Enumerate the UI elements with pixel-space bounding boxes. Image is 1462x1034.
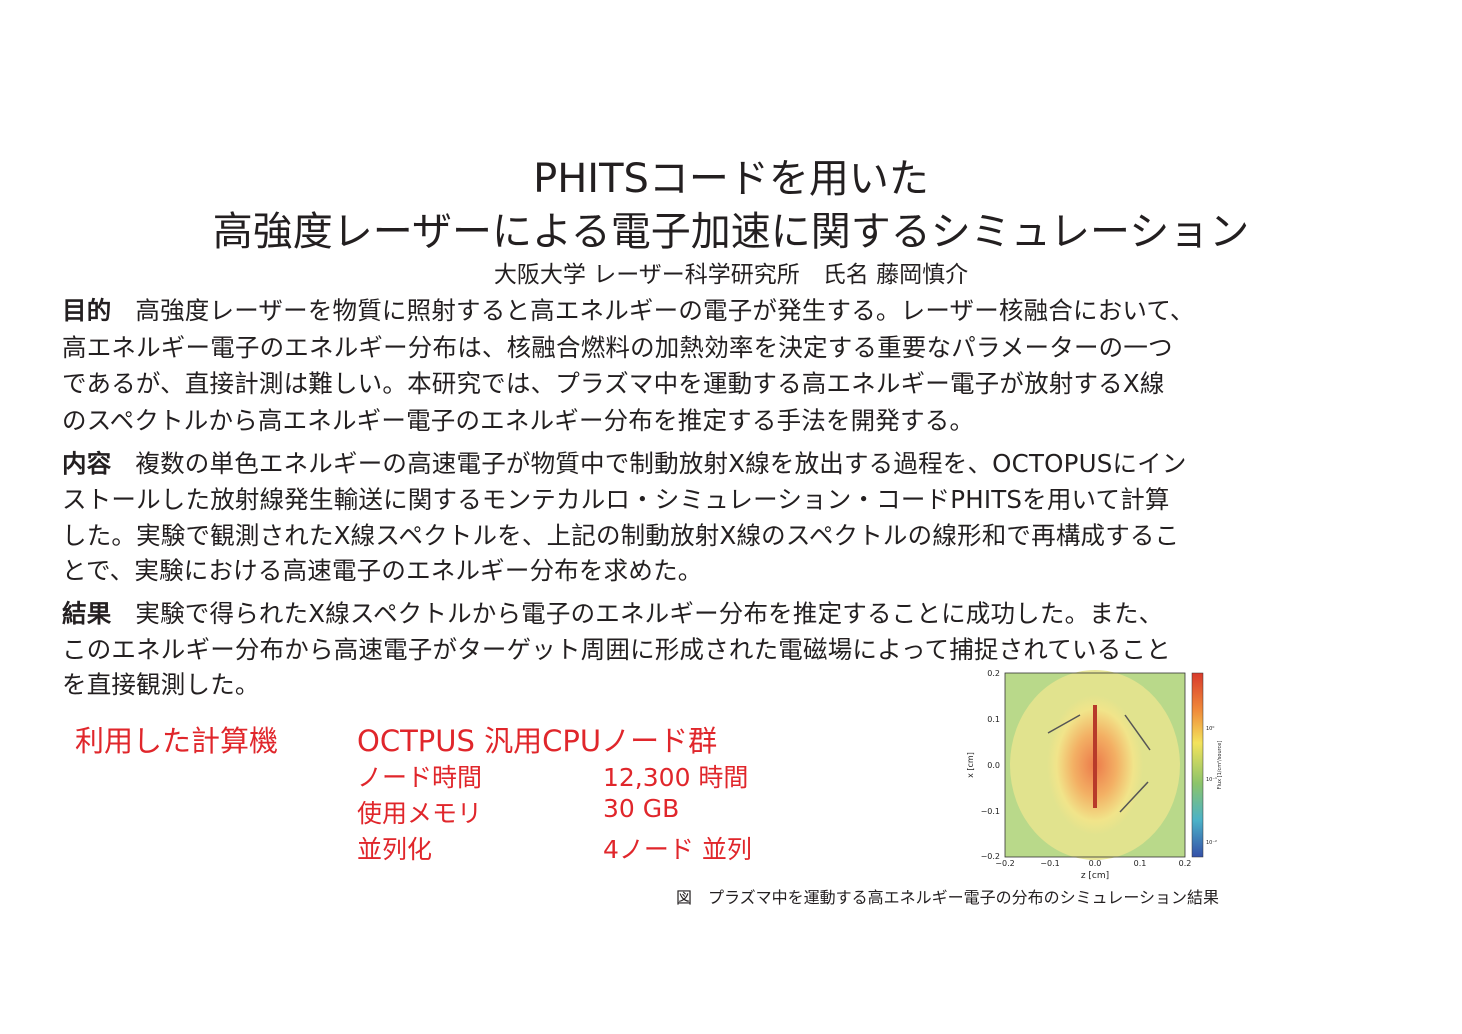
x-axis-label: z [cm] [1081,871,1109,881]
body-line: を直接観測した。 [62,666,260,701]
body-line: 高エネルギー電子のエネルギー分布は、核融合燃料の加熱効率を決定する重要なパラメー… [62,329,1173,364]
section-text: のスペクトルから高エネルギー電子のエネルギー分布を推定する手法を開発する。 [62,406,975,435]
body-line: した。実験で観測されたX線スペクトルを、上記の制動放射X線のスペクトルの線形和で… [62,517,1179,552]
simulation-figure: 0.2 0.1 0.0 −0.1 −0.2 −0.2 −0.1 0.0 0.1 … [966,669,1223,881]
plot-frame [1004,672,1186,858]
row-value: 30 GB [603,794,680,823]
title-line-2: 高強度レーザーによる電子加速に関するシミュレーション [212,209,1250,255]
y-tick: 0.1 [987,715,1000,724]
y-tick: 0.2 [987,669,1000,678]
body-line: であるが、直接計測は難しい。本研究では、プラズマ中を運動する高エネルギー電子が放… [62,365,1165,400]
x-tick: 0.1 [1134,859,1147,868]
structure-line [1119,781,1149,813]
figure-caption: 図 プラズマ中を運動する高エネルギー電子の分布のシミュレーション結果 [676,888,1220,907]
y-tick: 0.0 [987,761,1000,770]
colorbar-tick: 10⁻¹ [1206,777,1217,783]
x-tick: −0.2 [995,859,1014,868]
section-text: 実験で得られたX線スペクトルから電子のエネルギー分布を推定することに成功した。ま… [135,599,1164,628]
row-value: 4ノード 並列 [603,835,752,864]
y-tick: −0.2 [981,852,1000,861]
section-heading: 結果 [62,599,112,628]
body-line: ストールした放射線発生輸送に関するモンテカルロ・シミュレーション・コードPHIT… [62,481,1170,516]
body-line: 結果 実験で得られたX線スペクトルから電子のエネルギー分布を推定することに成功した… [62,595,1163,630]
row-key: ノード時間 [357,763,483,792]
computer-label: 利用した計算機 [75,724,279,758]
row-value: 12,300 時間 [603,763,749,792]
section-heading: 目的 [62,296,112,325]
section-text: 高エネルギー電子のエネルギー分布は、核融合燃料の加熱効率を決定する重要なパラメー… [62,333,1173,362]
title-line-1: PHITSコードを用いた [533,156,929,202]
section-text: であるが、直接計測は難しい。本研究では、プラズマ中を運動する高エネルギー電子が放… [62,369,1165,398]
body-line: とで、実験における高速電子のエネルギー分布を求めた。 [62,552,702,587]
structure-line [1124,714,1151,751]
colorbar [1191,672,1204,858]
electron-target [1093,705,1097,808]
structure-line [1047,714,1081,734]
section-text: とで、実験における高速電子のエネルギー分布を求めた。 [62,556,703,585]
section-text: 高強度レーザーを物質に照射すると高エネルギーの電子が発生する。レーザー核融合にお… [135,296,1195,325]
section-text: を直接観測した。 [62,670,260,699]
y-axis-label: x [cm] [966,752,975,778]
author: 大阪大学 レーザー科学研究所 氏名 藤岡慎介 [493,262,969,288]
section-text: ストールした放射線発生輸送に関するモンテカルロ・シミュレーション・コードPHIT… [62,485,1170,514]
body-line: 内容 複数の単色エネルギーの高速電子が物質中で制動放射X線を放出する過程を、OCT… [62,445,1187,480]
body-line: のスペクトルから高エネルギー電子のエネルギー分布を推定する手法を開発する。 [62,402,974,437]
x-tick: 0.0 [1089,859,1102,868]
section-text: このエネルギー分布から高速電子がターゲット周囲に形成された電磁場によって捕捉され… [62,635,1171,664]
section-text: 複数の単色エネルギーの高速電子が物質中で制動放射X線を放出する過程を、OCTOP… [135,449,1187,478]
row-key: 並列化 [357,835,433,864]
row-key: 使用メモリ [357,799,483,828]
colorbar-tick: 10⁰ [1206,726,1214,732]
section-text: した。実験で観測されたX線スペクトルを、上記の制動放射X線のスペクトルの線形和で… [62,521,1180,550]
colorbar-label: Flux [1/cm²/source] [1217,741,1223,790]
y-tick: −0.1 [981,807,1000,816]
body-line: このエネルギー分布から高速電子がターゲット周囲に形成された電磁場によって捕捉され… [62,631,1171,666]
colorbar-tick: 10⁻² [1206,840,1217,846]
section-heading: 内容 [62,449,112,478]
x-tick: 0.2 [1179,859,1192,868]
computer-name: OCTPUS 汎用CPUノード群 [357,724,718,758]
body-line: 目的 高強度レーザーを物質に照射すると高エネルギーの電子が発生する。レーザー核融合… [62,292,1195,327]
x-tick: −0.1 [1040,859,1059,868]
